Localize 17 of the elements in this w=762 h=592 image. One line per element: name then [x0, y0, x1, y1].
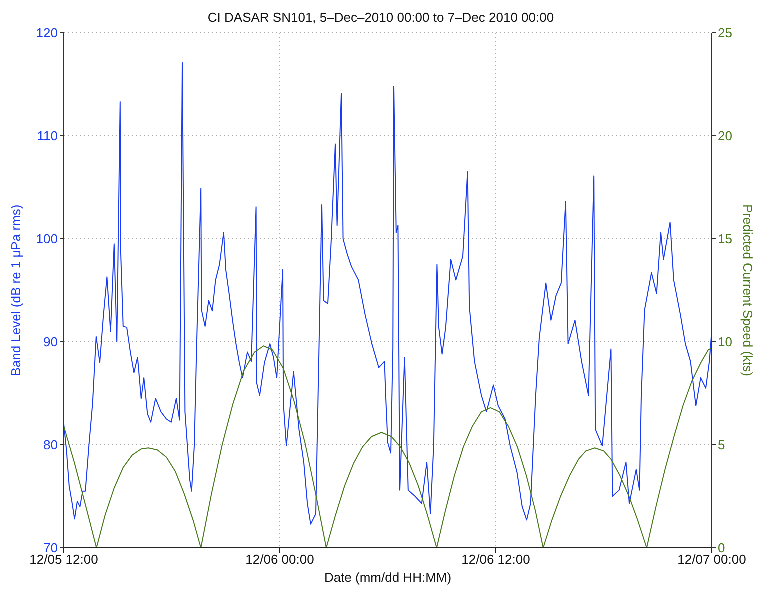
y-tick-label: 90 [44, 334, 58, 350]
y2-tick-label: 5 [718, 438, 726, 453]
y2-tick-label: 20 [718, 128, 732, 144]
y2-axis-title: Predicted Current Speed (kts) [740, 204, 756, 376]
line-series [64, 62, 712, 525]
y-axis-title: Band Level (dB re 1 μPa rms) [8, 204, 24, 376]
y-tick-label: 110 [37, 128, 58, 144]
y-tick-label: 100 [36, 232, 58, 247]
chart-title: CI DASAR SN101, 5–Dec–2010 00:00 to 7–Dec 2010 00:00 [206, 10, 556, 25]
x-axis-title: Date (mm/dd HH:MM) [324, 570, 452, 585]
y2-tick-label: 10 [718, 334, 732, 350]
y-tick-label: 120 [36, 26, 58, 41]
y2-tick-label: 25 [718, 26, 732, 41]
x-tick-label: 12/06 12:00 [462, 552, 530, 568]
y-tick-label: 80 [44, 438, 58, 453]
y2-tick-label: 15 [718, 232, 732, 247]
x-tick-label: 12/06 00:00 [246, 552, 314, 568]
